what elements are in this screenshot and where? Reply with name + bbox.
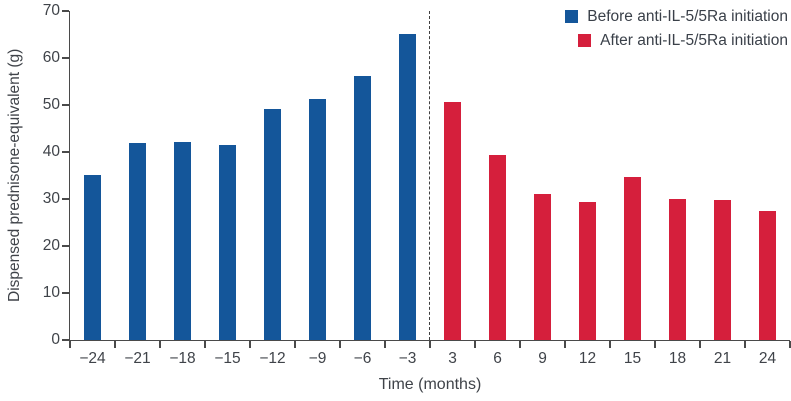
bar-before-neg21	[129, 143, 146, 340]
bar-after-3	[444, 102, 461, 340]
y-tick-label: 20	[42, 237, 60, 254]
x-axis-tick	[114, 341, 116, 348]
x-tick-label: −15	[214, 350, 241, 367]
x-axis-tick	[699, 341, 701, 348]
y-axis-tick	[62, 57, 69, 59]
x-axis-tick	[159, 341, 161, 348]
y-axis-tick	[62, 245, 69, 247]
x-axis-tick	[564, 341, 566, 348]
bar-before-neg12	[264, 109, 281, 340]
x-tick-label: 9	[538, 350, 547, 367]
y-tick-label: 10	[42, 284, 60, 301]
x-axis-line	[68, 339, 790, 341]
bar-before-neg18	[174, 141, 191, 340]
y-tick-label: 60	[42, 49, 60, 66]
y-tick-label: 50	[42, 96, 60, 113]
bar-after-18	[669, 198, 686, 340]
legend-swatch-after-icon	[578, 34, 592, 47]
y-tick-label: 70	[42, 2, 60, 19]
y-axis-tick	[62, 292, 69, 294]
y-axis-tick	[62, 10, 69, 12]
bar-after-24	[759, 211, 776, 340]
x-axis-tick	[519, 341, 521, 348]
bar-before-neg9	[309, 98, 326, 340]
x-tick-label: 6	[493, 350, 502, 367]
x-tick-label: −9	[308, 350, 327, 367]
legend-item-after: After anti-IL-5/5Ra initiation	[578, 30, 788, 51]
bar-before-neg24	[84, 174, 101, 340]
bar-after-12	[579, 201, 596, 340]
x-tick-label: 12	[578, 350, 597, 367]
x-tick-label: 18	[668, 350, 687, 367]
x-axis-tick	[384, 341, 386, 348]
bar-before-neg3	[399, 33, 416, 340]
y-axis-tick	[62, 104, 69, 106]
x-tick-label: −6	[353, 350, 372, 367]
bar-after-15	[624, 177, 641, 340]
x-tick-label: 21	[713, 350, 732, 367]
bar-after-21	[714, 199, 731, 340]
x-axis-tick	[339, 341, 341, 348]
x-axis-title: Time (months)	[378, 376, 482, 393]
bar-before-neg15	[219, 145, 236, 340]
y-tick-label: 40	[42, 143, 60, 160]
bar-before-neg6	[354, 75, 371, 340]
y-axis-tick	[62, 198, 69, 200]
y-axis-line	[68, 11, 70, 340]
x-tick-label: 3	[448, 350, 457, 367]
legend-item-before: Before anti-IL-5/5Ra initiation	[565, 6, 788, 27]
x-tick-label: −18	[169, 350, 196, 367]
bar-after-9	[534, 194, 551, 340]
legend: Before anti-IL-5/5Ra initiation After an…	[565, 6, 788, 51]
y-axis-tick	[62, 339, 69, 341]
x-axis-tick	[69, 341, 71, 348]
x-axis-tick	[609, 341, 611, 348]
x-axis-tick	[789, 341, 791, 348]
x-axis-tick	[474, 341, 476, 348]
x-axis-tick	[294, 341, 296, 348]
y-tick-label: 30	[42, 190, 60, 207]
x-tick-label: −21	[124, 350, 151, 367]
x-axis-tick	[744, 341, 746, 348]
x-axis-tick	[654, 341, 656, 348]
x-tick-label: 15	[623, 350, 642, 367]
period-separator-line	[429, 11, 431, 340]
legend-label-before: Before anti-IL-5/5Ra initiation	[587, 7, 788, 25]
x-axis-tick	[204, 341, 206, 348]
y-axis-tick	[62, 151, 69, 153]
x-tick-label: 24	[758, 350, 777, 367]
legend-swatch-before-icon	[565, 10, 579, 23]
x-axis-tick	[249, 341, 251, 348]
x-axis-tick	[429, 341, 431, 348]
x-tick-label: −3	[398, 350, 417, 367]
y-tick-label: 0	[51, 331, 60, 348]
bar-after-6	[489, 154, 506, 340]
legend-label-after: After anti-IL-5/5Ra initiation	[600, 31, 788, 49]
x-tick-label: −24	[79, 350, 106, 367]
x-tick-label: −12	[259, 350, 286, 367]
